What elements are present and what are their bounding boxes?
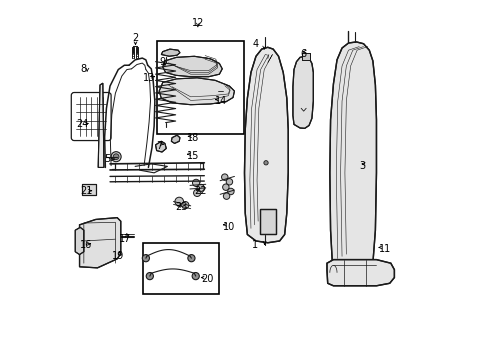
Text: 21: 21	[81, 186, 93, 197]
Circle shape	[227, 188, 234, 195]
Circle shape	[192, 273, 199, 280]
Text: 2: 2	[132, 33, 138, 43]
Text: 22: 22	[194, 186, 206, 197]
Circle shape	[197, 184, 204, 192]
Text: 10: 10	[223, 222, 235, 231]
Text: 19: 19	[112, 251, 124, 261]
Circle shape	[142, 255, 149, 262]
Text: 24: 24	[76, 120, 88, 129]
Polygon shape	[163, 56, 222, 77]
Text: 16: 16	[80, 239, 92, 249]
Text: 6: 6	[300, 49, 306, 59]
Circle shape	[113, 154, 119, 159]
Polygon shape	[75, 227, 83, 255]
Text: 20: 20	[202, 274, 214, 284]
Text: 18: 18	[187, 133, 199, 143]
Circle shape	[222, 184, 228, 190]
Text: 11: 11	[378, 244, 390, 254]
Polygon shape	[329, 42, 376, 270]
Circle shape	[146, 273, 153, 280]
Circle shape	[223, 193, 229, 199]
Circle shape	[111, 152, 121, 162]
Circle shape	[175, 197, 183, 206]
Bar	[143, 243, 218, 294]
Polygon shape	[244, 47, 287, 243]
Text: 17: 17	[119, 234, 131, 244]
Polygon shape	[161, 49, 180, 56]
Circle shape	[221, 174, 227, 180]
Circle shape	[192, 179, 199, 186]
Polygon shape	[171, 135, 180, 143]
Text: 12: 12	[191, 18, 203, 28]
Circle shape	[182, 202, 188, 209]
Text: 15: 15	[187, 150, 200, 161]
Text: 8: 8	[80, 64, 86, 74]
Text: 13: 13	[142, 73, 155, 83]
Circle shape	[264, 161, 267, 165]
Polygon shape	[98, 83, 104, 167]
Bar	[301, 53, 309, 60]
Polygon shape	[80, 218, 121, 268]
Text: 7: 7	[156, 141, 162, 151]
Text: 14: 14	[215, 96, 227, 106]
Bar	[301, 53, 309, 60]
Bar	[259, 210, 275, 234]
Circle shape	[226, 179, 232, 185]
Circle shape	[187, 255, 195, 262]
Text: 4: 4	[252, 40, 258, 49]
Polygon shape	[159, 78, 234, 105]
Polygon shape	[155, 141, 166, 152]
Bar	[82, 184, 96, 195]
Text: 23: 23	[175, 202, 187, 212]
Polygon shape	[326, 260, 394, 286]
Text: 9: 9	[160, 57, 165, 67]
Circle shape	[193, 189, 201, 197]
Text: 5: 5	[104, 154, 110, 164]
Bar	[82, 184, 96, 195]
Text: 3: 3	[359, 161, 365, 171]
Bar	[259, 210, 275, 234]
Polygon shape	[292, 56, 313, 129]
Bar	[156, 41, 244, 134]
Text: 1: 1	[251, 240, 257, 250]
